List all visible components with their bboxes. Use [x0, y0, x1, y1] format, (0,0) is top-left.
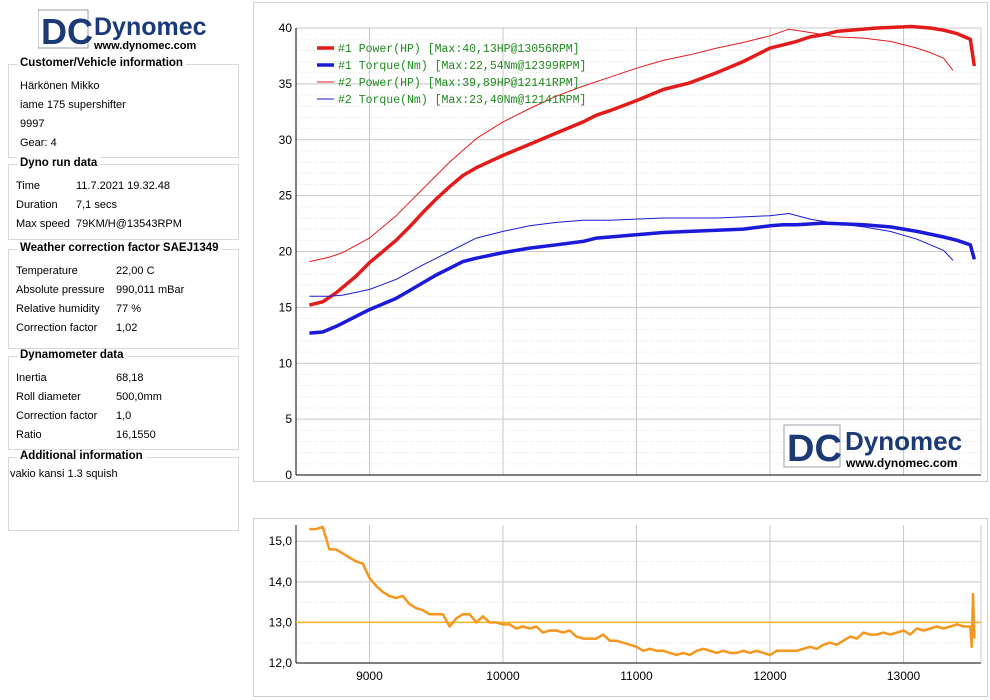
pressure-value: 990,011 mBar	[116, 284, 185, 296]
legend-label-1: #1 Power(HP) [Max:40,13HP@13056RPM]	[338, 43, 580, 56]
series-line-1	[308, 24, 977, 307]
x-tick-label: 9000	[356, 669, 383, 683]
humidity-value: 77 %	[116, 303, 142, 315]
dyno-run-group: Dyno run data Time 11.7.2021 19.32.48 Dur…	[8, 157, 239, 240]
logo-mark-text: DC	[41, 11, 93, 52]
y-tick-label: 13,0	[269, 615, 293, 629]
series-line-3	[309, 28, 954, 263]
logo-url-text: www.dynomec.com	[93, 40, 197, 52]
legend-label-3: #2 Power(HP) [Max:39,89HP@12141RPM]	[338, 77, 580, 90]
y-tick-label: 12,0	[269, 656, 293, 670]
run-time-label: Time	[16, 180, 41, 192]
temperature-row: Temperature 22,00 C	[16, 265, 155, 277]
chart-watermark-logo: DC Dynomec www.dynomec.com	[783, 424, 962, 470]
roll-diameter-row: Roll diameter 500,0mm	[16, 391, 162, 403]
y-tick-label: 5	[285, 412, 292, 426]
roll-diameter-value: 500,0mm	[116, 391, 162, 403]
run-duration-row: Duration 7,1 secs	[16, 199, 117, 211]
roll-diameter-label: Roll diameter	[16, 391, 81, 403]
humidity-label: Relative humidity	[16, 303, 100, 315]
customer-info-title: Customer/Vehicle information	[17, 57, 186, 69]
watermark-url-text: www.dynomec.com	[845, 456, 958, 470]
additional-info-text: vakio kansi 1.3 squish	[10, 468, 118, 480]
y-tick-label: 15	[279, 300, 293, 314]
ratio-label: Ratio	[16, 429, 42, 441]
power-torque-chart-panel: 0510152025303540900010000110001200013000…	[253, 2, 988, 495]
lower-chart: 12,0 13,0 14,0 15,0 9000 10000 11000 12000 13000	[269, 525, 982, 683]
y-tick-label: 10	[279, 356, 293, 370]
run-max-speed-value: 79KM/H@13543RPM	[76, 218, 182, 230]
pressure-row: Absolute pressure 990,011 mBar	[16, 284, 184, 296]
watermark-mark-text: DC	[787, 428, 842, 470]
weather-correction-title: Weather correction factor SAEJ1349	[17, 242, 222, 254]
inertia-row: Inertia 68,18	[16, 372, 144, 384]
y-tick-label: 25	[279, 189, 293, 203]
dyno-correction-factor-row: Correction factor 1,0	[16, 410, 131, 422]
x-tick-label: 12000	[753, 669, 787, 683]
temperature-value: 22,00 C	[116, 265, 155, 277]
series-line-2	[309, 221, 976, 335]
y-tick-label: 0	[285, 468, 292, 481]
y-tick-label: 35	[279, 77, 293, 91]
run-time-value: 11.7.2021 19.32.48	[76, 180, 170, 192]
watermark-brand-text: Dynomec	[845, 426, 962, 456]
watermark-box	[783, 424, 841, 468]
dyno-correction-factor-value: 1,0	[116, 410, 132, 422]
ratio-row: Ratio 16,1550	[16, 429, 156, 441]
dynamometer-group: Dynamometer data Inertia 68,18 Roll diame…	[8, 349, 239, 450]
x-tick-label: 11000	[620, 669, 653, 683]
run-time-row: Time 11.7.2021 19.32.48	[16, 180, 170, 192]
weather-correction-factor-row: Correction factor 1,02	[16, 322, 137, 334]
dynomec-logo-mark: DC Dynomec www.dynomec.com	[37, 9, 207, 52]
additional-info-group: Additional information vakio kansi 1.3 s…	[8, 450, 239, 531]
customer-name: Härkönen Mikko	[20, 80, 100, 92]
y-tick-label: 15,0	[269, 534, 293, 548]
dyno-correction-factor-label: Correction factor	[16, 410, 98, 422]
weather-correction-factor-label: Correction factor	[16, 322, 98, 334]
x-tick-label: 13000	[887, 669, 921, 683]
additional-info-title: Additional information	[17, 450, 146, 462]
series-line-1	[309, 525, 976, 657]
legend-label-4: #2 Torque(Nm) [Max:23,40Nm@12141RPM]	[338, 94, 586, 107]
inertia-value: 68,18	[116, 372, 144, 384]
x-tick-label: 10000	[486, 669, 520, 683]
power-torque-chart: 0510152025303540900010000110001200013000…	[279, 21, 982, 495]
run-duration-label: Duration	[16, 199, 58, 211]
info-sidebar: DC Dynomec www.dynomec.com Customer/Vehi…	[0, 0, 245, 700]
dyno-run-title: Dyno run data	[17, 157, 101, 169]
y-tick-label: 30	[279, 133, 293, 147]
weather-correction-group: Weather correction factor SAEJ1349 Tempe…	[8, 242, 239, 349]
y-tick-label: 40	[279, 21, 293, 35]
run-max-speed-row: Max speed 79KM/H@13543RPM	[16, 218, 182, 230]
run-duration-value: 7,1 secs	[76, 199, 117, 211]
inertia-label: Inertia	[16, 372, 47, 384]
logo-brand-text: Dynomec	[94, 13, 207, 41]
gear-info: Gear: 4	[20, 137, 57, 149]
customer-info-group: Customer/Vehicle information Härkönen Mi…	[8, 57, 239, 158]
vehicle-id: 9997	[20, 118, 45, 130]
dynamometer-title: Dynamometer data	[17, 349, 127, 361]
pressure-label: Absolute pressure	[16, 284, 105, 296]
y-tick-label: 14,0	[269, 575, 293, 589]
ratio-value: 16,1550	[116, 429, 156, 441]
dynomec-logo: DC Dynomec www.dynomec.com	[37, 8, 208, 54]
lower-chart-panel: 12,0 13,0 14,0 15,0 9000 10000 11000 12000 13000	[253, 518, 988, 697]
weather-correction-factor-value: 1,02	[116, 322, 138, 334]
run-max-speed-label: Max speed	[16, 218, 70, 230]
series-line-4	[309, 213, 954, 297]
temperature-label: Temperature	[16, 265, 78, 277]
legend-label-2: #1 Torque(Nm) [Max:22,54Nm@12399RPM]	[338, 60, 586, 73]
humidity-row: Relative humidity 77 %	[16, 303, 141, 315]
y-tick-label: 20	[279, 245, 293, 259]
vehicle-model: iame 175 supershifter	[20, 99, 126, 111]
